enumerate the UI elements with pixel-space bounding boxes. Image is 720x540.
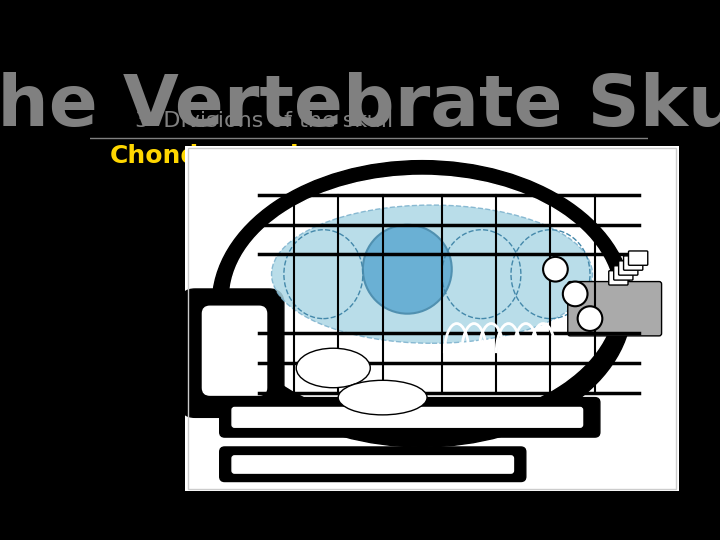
FancyBboxPatch shape (185, 146, 679, 491)
Ellipse shape (271, 205, 593, 343)
FancyBboxPatch shape (220, 447, 526, 482)
FancyBboxPatch shape (618, 261, 638, 275)
Ellipse shape (296, 348, 370, 388)
FancyBboxPatch shape (180, 289, 284, 417)
FancyBboxPatch shape (220, 397, 600, 437)
Circle shape (563, 281, 588, 306)
Circle shape (543, 257, 568, 281)
FancyBboxPatch shape (613, 266, 633, 280)
Text: 3  Divisions of the skull: 3 Divisions of the skull (135, 111, 393, 131)
FancyBboxPatch shape (232, 408, 582, 427)
FancyBboxPatch shape (568, 281, 662, 336)
FancyBboxPatch shape (232, 456, 513, 473)
Ellipse shape (230, 176, 615, 422)
FancyBboxPatch shape (608, 271, 628, 285)
Circle shape (363, 225, 451, 314)
Text: Chondrocranium: Chondrocranium (109, 144, 343, 168)
Ellipse shape (212, 160, 632, 447)
Text: The Vertebrate Skull: The Vertebrate Skull (0, 72, 720, 141)
FancyBboxPatch shape (629, 251, 648, 265)
FancyBboxPatch shape (624, 256, 643, 270)
Circle shape (577, 306, 603, 331)
FancyBboxPatch shape (202, 306, 266, 395)
Ellipse shape (338, 380, 427, 415)
